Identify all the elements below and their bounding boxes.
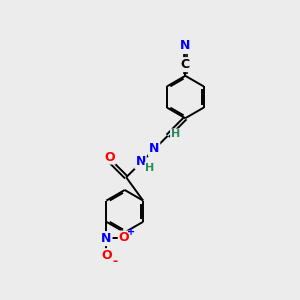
- Text: H: H: [146, 163, 155, 172]
- Text: O: O: [104, 151, 115, 164]
- Text: O: O: [101, 249, 112, 262]
- Text: O: O: [119, 232, 129, 244]
- Text: -: -: [112, 255, 117, 268]
- Text: N: N: [180, 39, 190, 52]
- Text: H: H: [171, 129, 180, 140]
- Text: N: N: [101, 232, 112, 245]
- Text: N: N: [149, 142, 159, 155]
- Text: C: C: [181, 58, 190, 71]
- Text: N: N: [135, 155, 146, 168]
- Text: +: +: [127, 226, 136, 236]
